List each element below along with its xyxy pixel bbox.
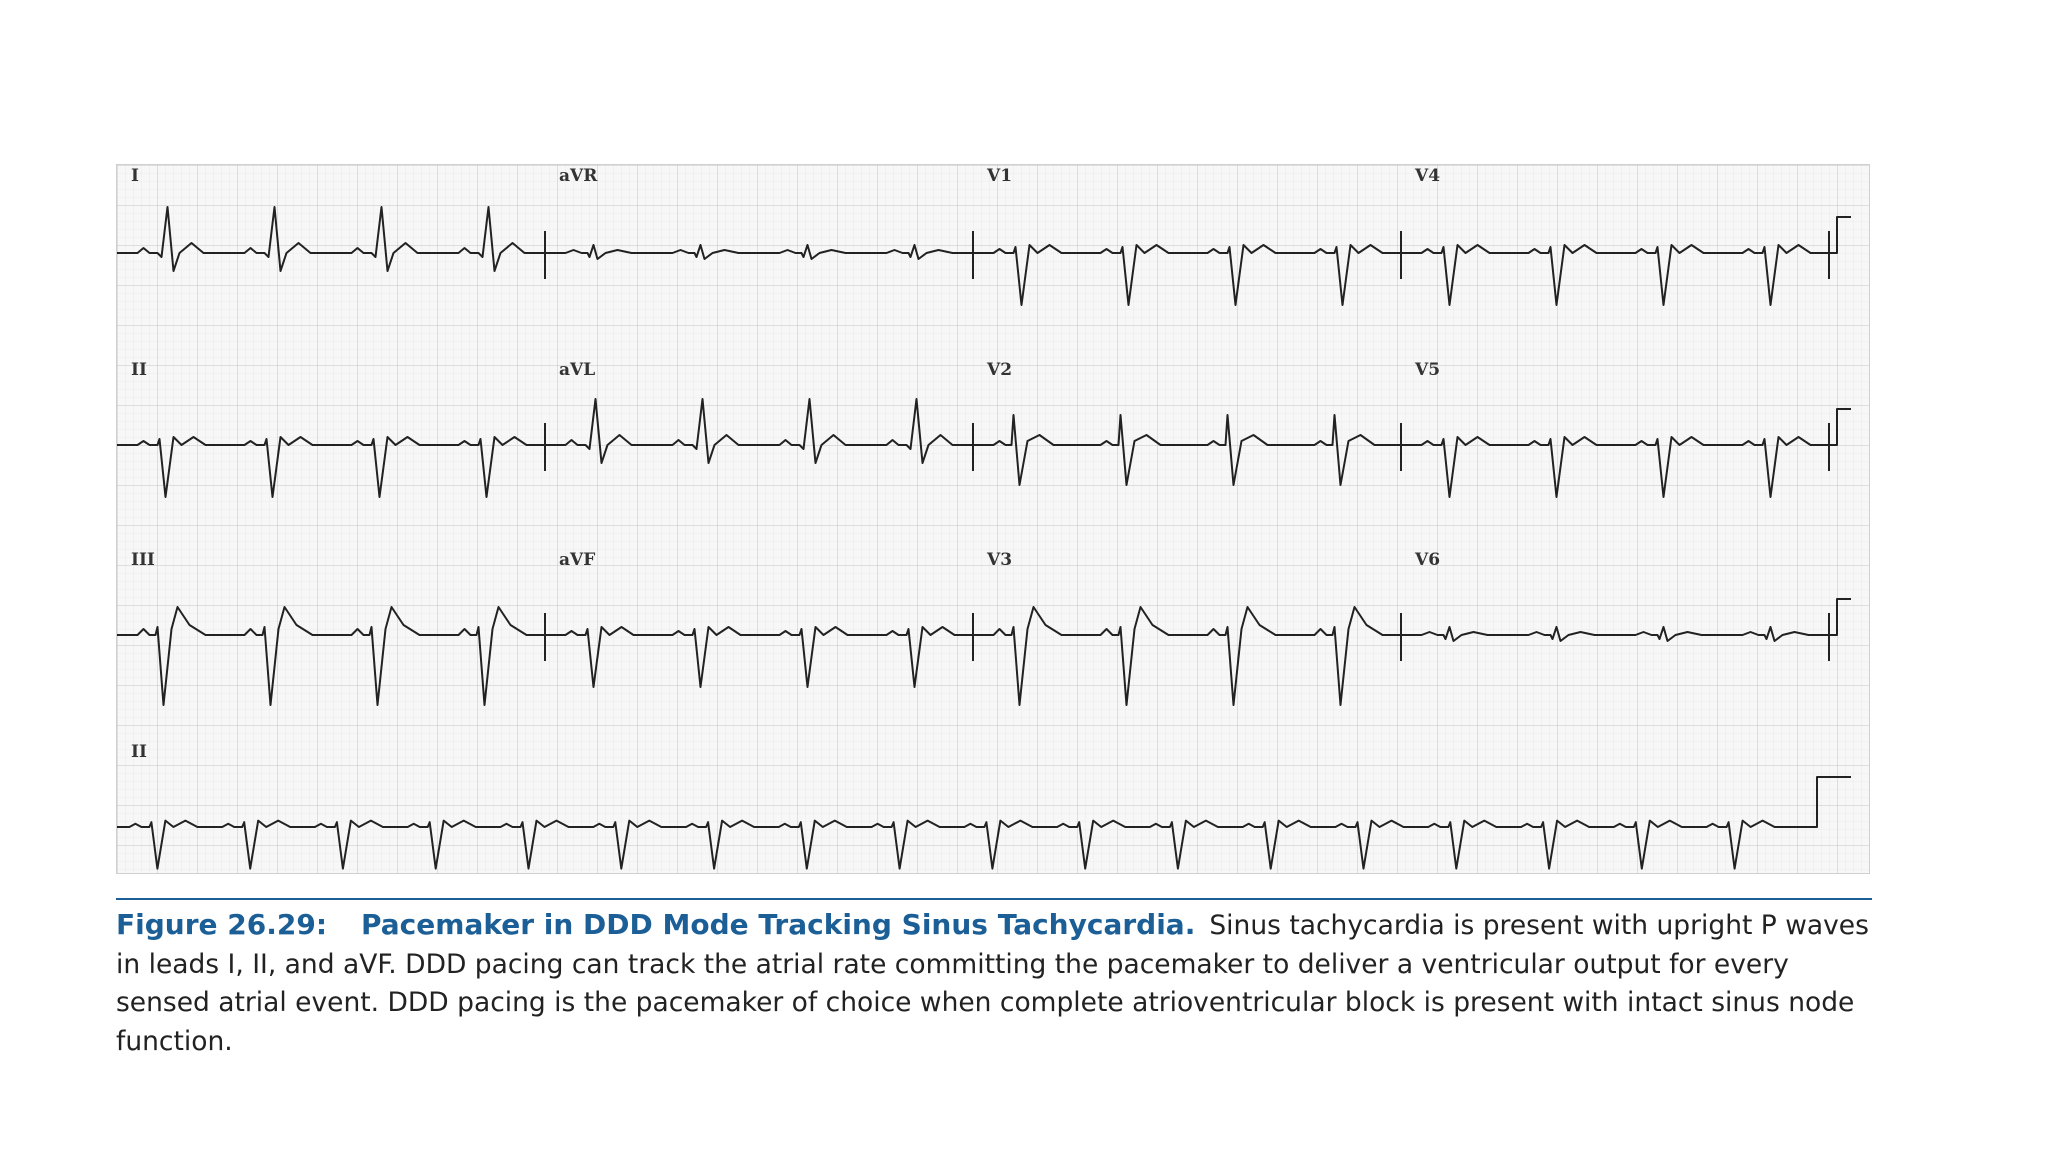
lead-label-V5: V5	[1414, 360, 1440, 380]
figure-title: Pacemaker in DDD Mode Tracking Sinus Tac…	[361, 908, 1196, 941]
lead-label-I: I	[131, 166, 139, 186]
lead-label-aVF: aVF	[559, 550, 595, 570]
ecg-trace-r2-c0	[117, 606, 545, 706]
ecg-trace-r0-c3	[1401, 244, 1829, 306]
figure-number: Figure 26.29:	[116, 908, 328, 941]
calibration-pulse	[1829, 408, 1851, 446]
figure-caption: Figure 26.29: Pacemaker in DDD Mode Track…	[116, 906, 1876, 1061]
lead-label-aVR: aVR	[559, 166, 598, 186]
ecg-traces	[117, 206, 1851, 870]
lead-label-V2: V2	[986, 360, 1012, 380]
ecg-trace-r1-c3	[1401, 436, 1829, 498]
ecg-trace-r2-c3	[1401, 626, 1829, 642]
ecg-trace-r1-c0	[117, 436, 545, 498]
ecg-trace-r1-c1	[545, 398, 973, 464]
lead-label-V6: V6	[1414, 550, 1440, 570]
ecg-trace-r0-c0	[117, 206, 545, 272]
lead-label-aVL: aVL	[559, 360, 595, 380]
lead-label-III: III	[131, 550, 155, 570]
lead-label-V1: V1	[986, 166, 1012, 186]
caption-divider	[116, 898, 1872, 900]
lead-label-V3: V3	[986, 550, 1012, 570]
calibration-pulse	[1829, 216, 1851, 254]
ecg-trace-r2-c1	[545, 626, 973, 688]
ecg-tracing: I aVR V1 V4 II aVL V2 V5 III aVF V3 V6 I…	[116, 164, 1870, 874]
calibration-pulse-rhythm	[1787, 776, 1851, 828]
ecg-trace-r0-c1	[545, 244, 973, 260]
lead-label-rhythm-II: II	[131, 742, 147, 762]
figure-body: Sinus tachycardia is present with uprigh…	[116, 910, 1869, 1057]
calibration-pulse	[1829, 598, 1851, 636]
ecg-rhythm-strip	[117, 819, 1787, 870]
ecg-trace-r0-c2	[973, 244, 1401, 306]
lead-label-V4: V4	[1414, 166, 1440, 186]
ecg-trace-r1-c2	[973, 414, 1401, 486]
ecg-grid	[117, 165, 1869, 873]
lead-label-II: II	[131, 360, 147, 380]
ecg-trace-r2-c2	[973, 606, 1401, 706]
